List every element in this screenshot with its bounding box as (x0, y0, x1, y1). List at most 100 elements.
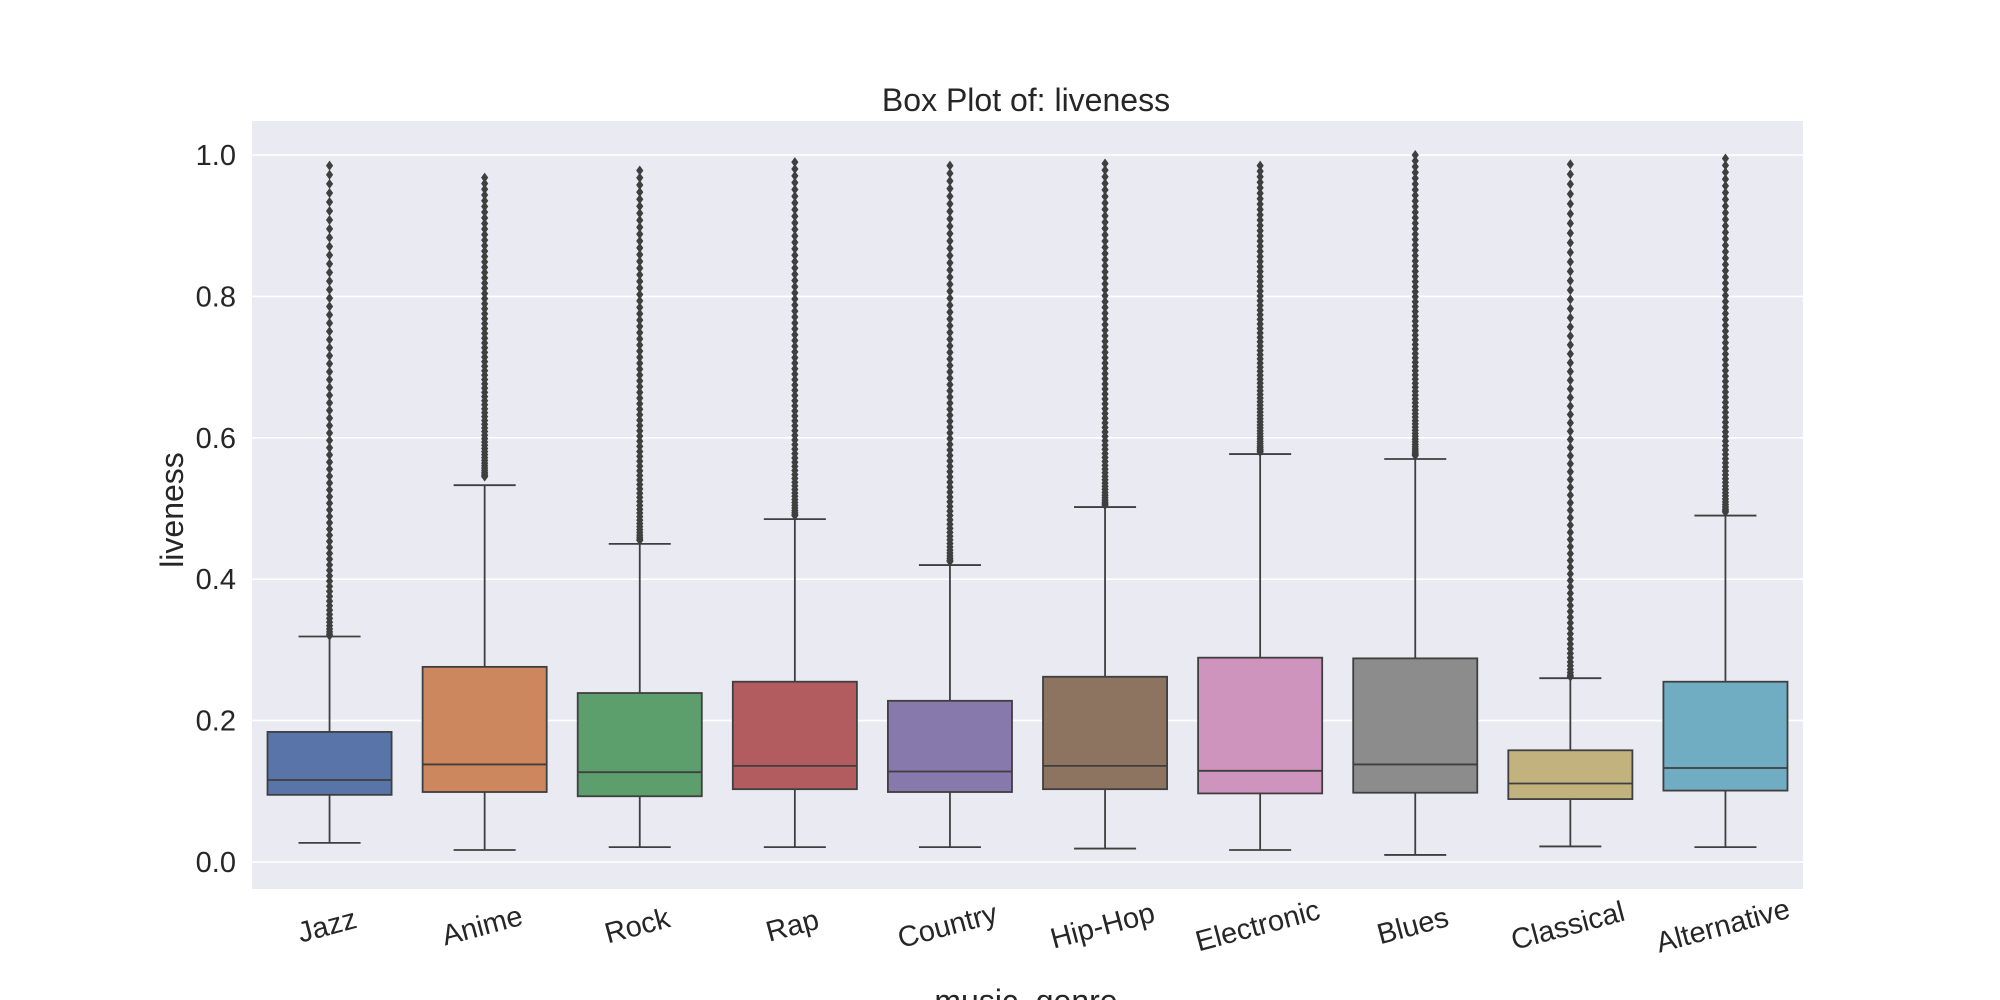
outlier-point (946, 307, 954, 318)
outlier-point (636, 295, 644, 306)
outlier-point (791, 405, 799, 416)
outlier-point (1101, 171, 1109, 182)
outlier-point (636, 201, 644, 212)
iqr-box (1197, 656, 1324, 795)
outlier-point (1101, 284, 1109, 295)
outlier-point (1566, 606, 1574, 617)
outlier-point (1566, 575, 1574, 586)
outlier-point (636, 346, 644, 357)
outlier-point (1101, 373, 1109, 384)
outlier-point (1566, 541, 1574, 552)
outlier-point (1566, 330, 1574, 341)
y-tick-label: 1.0 (196, 140, 236, 172)
iqr-box (576, 692, 703, 798)
outlier-point (325, 565, 334, 576)
x-tick-label: Country (894, 898, 1001, 955)
outlier-point (1566, 339, 1574, 350)
outlier-point (1411, 207, 1419, 218)
outlier-point (481, 190, 489, 201)
outlier-point (946, 206, 954, 217)
outlier-point (1566, 198, 1574, 209)
y-tick-label: 0.2 (196, 706, 236, 738)
outlier-point (1721, 167, 1730, 178)
outlier-point (481, 246, 489, 257)
outlier-point (481, 184, 489, 195)
outlier-point (946, 257, 954, 268)
outlier-point (1411, 266, 1419, 277)
outlier-point (1256, 193, 1264, 204)
box-country (887, 160, 1013, 849)
outlier-point (946, 221, 954, 232)
outlier-point (636, 194, 644, 205)
outlier-point (946, 366, 954, 377)
outlier-point (1256, 246, 1264, 257)
outlier-point (1566, 527, 1574, 538)
outlier-point (791, 312, 799, 323)
outlier-point (1566, 401, 1574, 412)
outlier-point (946, 482, 954, 493)
outlier-point (946, 313, 954, 324)
outlier-point (636, 208, 644, 219)
outlier-point (1411, 184, 1419, 195)
outlier-point (325, 232, 334, 243)
outlier-point (1256, 182, 1264, 193)
outlier-point (1566, 482, 1574, 493)
outlier-point (636, 289, 644, 300)
outlier-point (1566, 600, 1574, 611)
outlier-point (1101, 184, 1109, 195)
boxes-group (266, 150, 1789, 856)
outlier-point (791, 300, 799, 311)
outlier-point (946, 353, 954, 364)
outlier-point (1256, 220, 1264, 231)
outlier-point (325, 548, 334, 559)
outlier-point (325, 498, 334, 509)
outlier-point (1256, 166, 1264, 177)
outlier-point (946, 450, 954, 461)
outlier-point (946, 213, 954, 224)
outlier-point (325, 342, 334, 353)
outlier-point (791, 230, 799, 241)
outlier-point (791, 287, 799, 298)
outlier-point (1721, 402, 1730, 413)
outlier-point (1256, 209, 1264, 220)
outlier-point (636, 327, 644, 338)
outlier-point (1411, 250, 1419, 261)
outlier-point (791, 262, 799, 273)
outlier-point (791, 217, 799, 228)
outlier-point (1721, 153, 1730, 164)
outlier-point (1101, 368, 1109, 379)
outlier-point (636, 269, 644, 280)
outlier-point (946, 198, 954, 209)
y-tick-label: 0.8 (196, 281, 236, 313)
outlier-point (1566, 426, 1574, 437)
outlier-point (636, 187, 644, 198)
outlier-point (1566, 562, 1574, 573)
outlier-point (1566, 534, 1574, 545)
outlier-point (791, 410, 799, 421)
outlier-point (481, 218, 489, 229)
outlier-point (481, 272, 489, 283)
outlier-point (791, 224, 799, 235)
outlier-point (1721, 265, 1730, 276)
outlier-point (1566, 520, 1574, 531)
x-tick-label: Jazz (294, 903, 360, 949)
outlier-point (1566, 208, 1574, 219)
outlier-point (1256, 199, 1264, 210)
outlier-point (481, 298, 489, 309)
outlier-point (636, 370, 644, 381)
outlier-point (325, 484, 334, 495)
outlier-point (791, 191, 799, 202)
outlier-point (1411, 240, 1419, 251)
y-tick-label: 0.6 (196, 423, 236, 455)
x-axis-label: music_genre (934, 983, 1117, 1000)
outlier-point (325, 276, 334, 287)
outlier-point (636, 276, 644, 287)
outlier-point (1566, 294, 1574, 305)
outlier-point (1721, 376, 1730, 387)
outlier-point (946, 373, 954, 384)
outlier-point (325, 449, 334, 460)
outlier-point (325, 559, 334, 570)
x-tick-label: Anime (438, 900, 526, 952)
outlier-point (1101, 204, 1109, 215)
outlier-point (1101, 236, 1109, 247)
